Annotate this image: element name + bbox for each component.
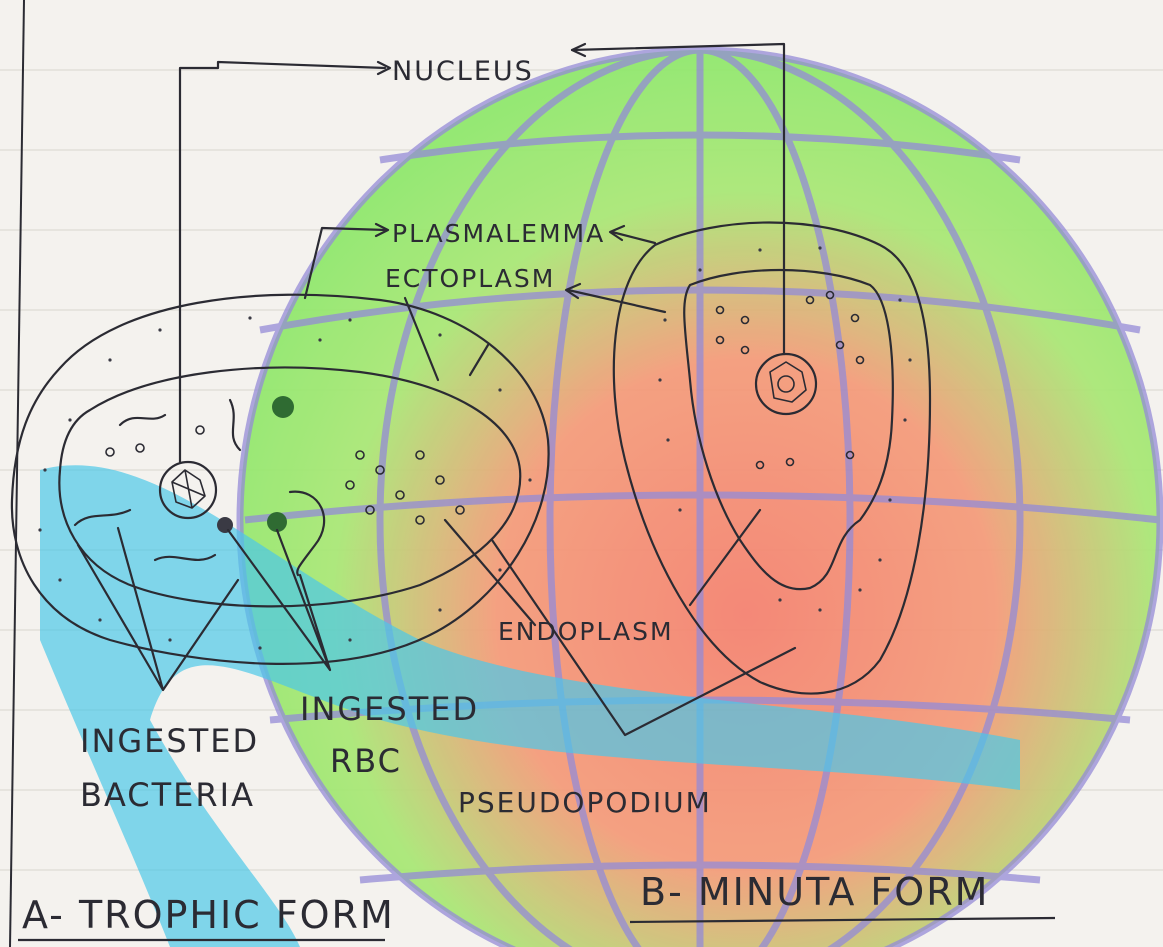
ectoplasm-leader-a [403,296,490,382]
caption-trophic-form: A- TROPHIC FORM [22,893,395,937]
leader-lines [76,42,797,737]
caption-minuta-underline [629,916,1056,924]
trophic-ectoplasm-outline [10,293,550,665]
label-ingested-bacteria-line1: INGESTED [80,722,259,760]
bacteria-squiggle [228,398,242,452]
minuta-ectoplasm-outline [612,221,932,695]
endoplasm-leaders [443,508,762,627]
label-ingested-bacteria-line2: BACTERIA [80,776,255,814]
nucleus-arrowhead-b [570,42,587,58]
label-plasmalemma: PLASMALEMMA [392,219,605,248]
plasmalemma-leader-a-arrow [374,222,390,238]
rbc-dot [217,517,233,533]
rbc-leaders [226,528,332,672]
label-ingested-rbc-line1: INGESTED [300,690,479,728]
labels: NUCLEUS PLASMALEMMA ECTOPLASM ENDOPLASM … [18,56,1056,942]
ectoplasm-leader-b [566,288,667,314]
bacteria-squiggle [153,553,217,562]
rbc-dot [267,512,287,532]
trophic-ectoplasm-dots [38,316,532,650]
ectoplasm-leader-b-arrow [564,282,582,300]
globe-watermark [40,46,1163,947]
minuta-form-cell [612,221,932,695]
label-endoplasm: ENDOPLASM [498,617,674,646]
label-ingested-rbc-line2: RBC [330,742,402,780]
trophic-nucleus [158,460,218,520]
plasmalemma-leader-b-arrow [608,224,626,242]
minuta-ectoplasm-dots [658,246,912,612]
minuta-endoplasm-outline [683,268,894,591]
plasmalemma-leader-a [303,226,387,300]
pseudopodium-leader [490,538,797,737]
trophic-endoplasm-outline [58,366,522,608]
trophic-nucleus-karyosome [171,469,206,509]
label-nucleus: NUCLEUS [392,56,534,87]
minuta-nucleus [754,352,818,416]
bacteria-squiggle [73,508,132,527]
bacteria-squiggle [288,490,326,577]
page-margin-line [9,0,25,947]
nucleus-leader-b [570,42,786,356]
trophic-vacuoles [105,425,465,525]
nucleus-leader-a [178,60,387,464]
bacteria-squiggle [118,413,167,427]
minuta-nucleus-karyosome [777,375,795,393]
rbc-dot [272,396,294,418]
trophic-form-cell [10,293,550,665]
minuta-vacuoles [715,290,865,470]
label-ectoplasm: ECTOPLASM [385,264,555,293]
nucleus-arrowhead-a [376,60,392,76]
plasmalemma-leader-b [610,230,657,245]
label-pseudopodium: PSEUDOPODIUM [458,786,712,819]
minuta-nucleus-chromatin [769,361,807,403]
bacteria-leaders [76,526,240,692]
caption-minuta-form: B- MINUTA FORM [640,870,989,914]
